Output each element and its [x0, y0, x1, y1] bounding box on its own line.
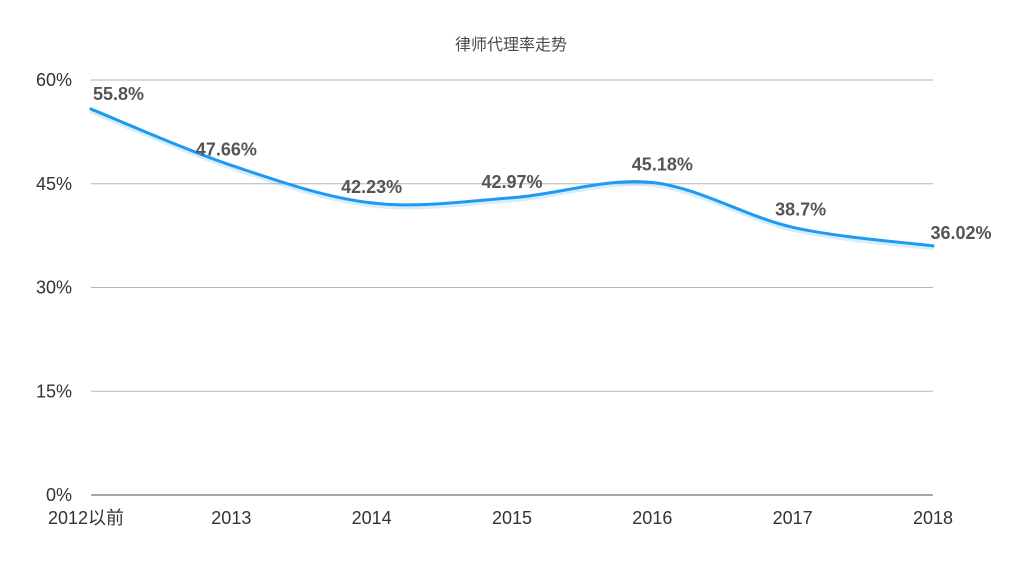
y-tick-label: 15% — [36, 381, 72, 401]
x-tick-label: 2013 — [211, 508, 251, 528]
data-label: 38.7% — [775, 199, 826, 219]
x-tick-label: 2017 — [773, 508, 813, 528]
y-tick-label: 30% — [36, 278, 72, 298]
x-tick-label: 2014 — [352, 508, 392, 528]
series-lines — [89, 107, 935, 251]
y-axis-ticks: 0% 15% 30% 45% 60% — [36, 70, 72, 505]
x-axis-ticks: 2012以前 2013 2014 2015 2016 2017 2018 — [48, 508, 953, 528]
data-label: 55.8% — [93, 84, 144, 104]
x-tick-label: 2015 — [492, 508, 532, 528]
y-tick-label: 60% — [36, 70, 72, 90]
data-label: 36.02% — [930, 223, 991, 243]
chart-title: 律师代理率走势 — [455, 35, 567, 54]
y-tick-label: 0% — [46, 485, 72, 505]
gridlines — [91, 79, 933, 496]
data-point — [650, 181, 654, 185]
x-tick-label: 2018 — [913, 508, 953, 528]
data-point — [510, 196, 514, 200]
data-labels: 55.8% 47.66% 42.23% 42.97% 45.18% 38.7% 36.02% — [93, 84, 992, 243]
y-tick-label: 45% — [36, 174, 72, 194]
data-label: 47.66% — [196, 139, 257, 159]
data-point — [89, 107, 93, 111]
data-point — [931, 244, 935, 248]
data-point — [791, 225, 795, 229]
series-line-shadow — [89, 110, 935, 251]
data-label: 42.97% — [481, 172, 542, 192]
data-label: 42.23% — [341, 177, 402, 197]
x-tick-label: 2012以前 — [48, 508, 124, 528]
data-point — [229, 163, 233, 167]
x-tick-label: 2016 — [632, 508, 672, 528]
data-label: 45.18% — [632, 155, 693, 175]
data-point — [370, 201, 374, 205]
